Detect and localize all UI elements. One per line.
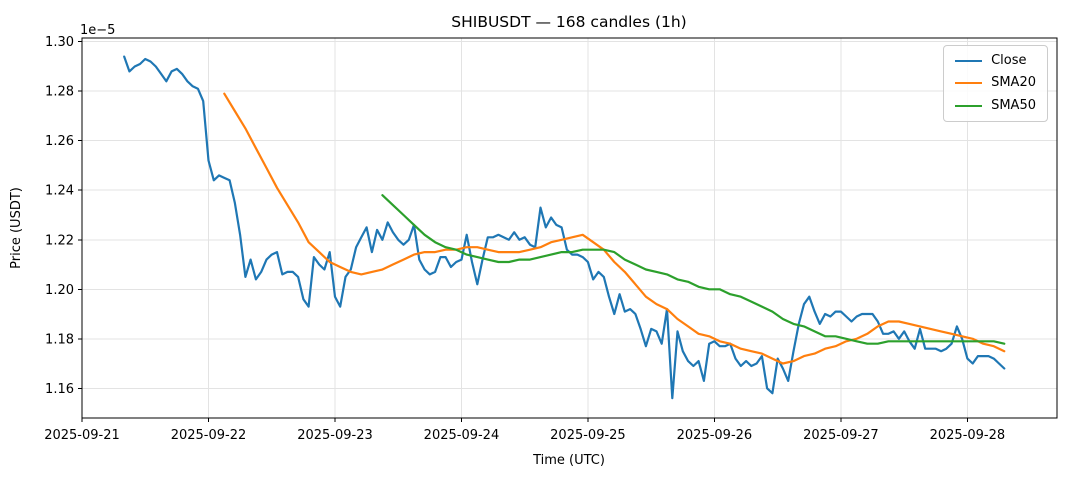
legend-line-swatch xyxy=(955,82,983,85)
x-tick-label: 2025-09-21 xyxy=(44,428,120,443)
legend-line-swatch xyxy=(955,104,983,107)
x-tick-label: 2025-09-22 xyxy=(171,428,247,443)
legend-label: Close xyxy=(991,53,1027,68)
legend: Close SMA20 SMA50 xyxy=(943,45,1048,122)
chart-title: SHIBUSDT — 168 candles (1h) xyxy=(451,13,686,31)
x-tick-label: 2025-09-26 xyxy=(677,428,753,443)
y-axis-offset-label: 1e−5 xyxy=(80,23,115,38)
x-tick-label: 2025-09-27 xyxy=(803,428,879,443)
x-tick-label: 2025-09-23 xyxy=(297,428,373,443)
legend-line-swatch xyxy=(955,60,983,63)
x-tick-label: 2025-09-25 xyxy=(550,428,626,443)
gridlines xyxy=(81,38,1057,418)
x-tick-label: 2025-09-28 xyxy=(930,428,1006,443)
y-tick-label: 1.30 xyxy=(45,35,74,50)
y-tick-label: 1.20 xyxy=(45,283,74,298)
axis-ticks xyxy=(78,41,968,422)
axis-tick-labels: 2025-09-21 2025-09-22 2025-09-23 2025-09-24… xyxy=(44,35,1005,443)
series-line-close xyxy=(123,55,1006,400)
y-tick-label: 1.24 xyxy=(45,184,74,199)
plot-frame xyxy=(81,37,1058,419)
y-tick-label: 1.18 xyxy=(45,332,74,347)
y-tick-label: 1.28 xyxy=(45,85,74,100)
y-tick-label: 1.16 xyxy=(45,382,74,397)
series-line-sma50 xyxy=(381,194,1006,345)
legend-item-close: Close xyxy=(955,53,1036,68)
legend-item-sma50: SMA50 xyxy=(955,97,1036,113)
x-tick-label: 2025-09-24 xyxy=(424,428,500,443)
y-axis-label: Price (USDT) xyxy=(9,187,24,269)
y-tick-label: 1.26 xyxy=(45,134,74,149)
legend-item-sma20: SMA20 xyxy=(955,75,1036,91)
legend-label: SMA50 xyxy=(991,97,1036,113)
x-axis-label: Time (UTC) xyxy=(532,453,605,468)
y-tick-label: 1.22 xyxy=(45,233,74,248)
plot-series xyxy=(123,55,1006,400)
series-line-sma20 xyxy=(223,92,1006,365)
legend-label: SMA20 xyxy=(991,75,1036,91)
